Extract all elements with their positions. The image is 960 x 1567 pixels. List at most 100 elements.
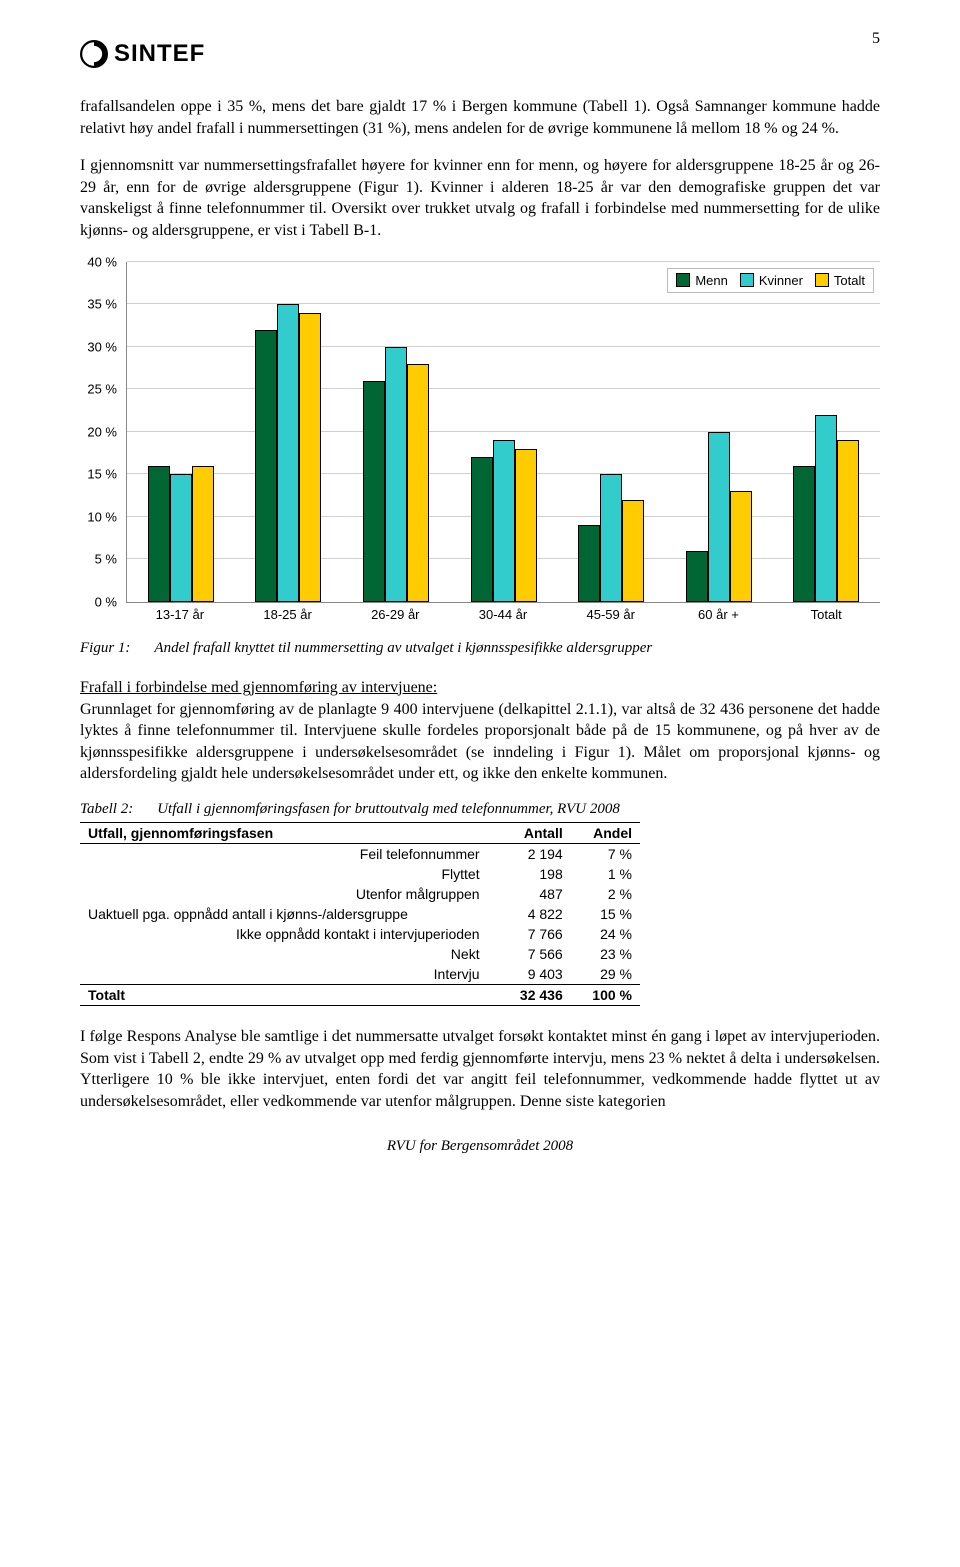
legend-swatch [815, 273, 829, 287]
y-tick-label: 10 % [87, 509, 117, 524]
bar [407, 364, 429, 602]
table-cell-andel: 24 % [571, 924, 640, 944]
bar [815, 415, 837, 602]
bar [170, 474, 192, 602]
x-tick-label: 26-29 år [341, 607, 449, 622]
chart-x-axis-labels: 13-17 år18-25 år26-29 år30-44 år45-59 år… [126, 607, 880, 622]
table-cell-label: Flyttet [80, 864, 498, 884]
bar-group [665, 262, 773, 602]
y-tick-label: 35 % [87, 297, 117, 312]
paragraph-1: frafallsandelen oppe i 35 %, mens det ba… [80, 96, 880, 139]
paragraph-3: Grunnlaget for gjennomføring av de planl… [80, 699, 880, 785]
bar [277, 304, 299, 602]
table-cell-label: Feil telefonnummer [80, 843, 498, 864]
y-tick-label: 30 % [87, 339, 117, 354]
table-cell-antall: 487 [498, 884, 571, 904]
table-col-antall: Antall [498, 822, 571, 843]
table-cell-antall: 2 194 [498, 843, 571, 864]
page-number: 5 [872, 30, 880, 48]
table-cell-andel: 29 % [571, 964, 640, 985]
bar [600, 474, 622, 602]
x-tick-label: 13-17 år [126, 607, 234, 622]
bar-group [342, 262, 450, 602]
table-cell-antall: 4 822 [498, 904, 571, 924]
chart-plot-area: MennKvinnerTotalt 0 %5 %10 %15 %20 %25 %… [126, 262, 880, 603]
page: 5 SINTEF frafallsandelen oppe i 35 %, me… [0, 0, 960, 1195]
table-cell-label: Uaktuell pga. oppnådd antall i kjønns-/a… [80, 904, 498, 924]
bar [255, 330, 277, 602]
figure-1-caption: Figur 1: Andel frafall knyttet til numme… [80, 640, 880, 657]
table-cell-andel: 2 % [571, 884, 640, 904]
legend-item: Totalt [815, 273, 865, 288]
bar [192, 466, 214, 602]
logo: SINTEF [80, 40, 880, 68]
logo-text: SINTEF [114, 40, 205, 68]
table-row: Flyttet1981 % [80, 864, 640, 884]
section-heading: Frafall i forbindelse med gjennomføring … [80, 679, 880, 697]
table-cell-label: Nekt [80, 944, 498, 964]
sintef-logo-icon [80, 40, 108, 68]
table-cell-andel: 15 % [571, 904, 640, 924]
table-cell-antall: 32 436 [498, 984, 571, 1005]
figure-caption-text: Andel frafall knyttet til nummersetting … [154, 640, 652, 657]
table-row: Nekt7 56623 % [80, 944, 640, 964]
bar [708, 432, 730, 602]
legend-item: Menn [676, 273, 728, 288]
table-cell-andel: 7 % [571, 843, 640, 864]
bar [686, 551, 708, 602]
legend-label: Totalt [834, 273, 865, 288]
x-tick-label: 60 år + [665, 607, 773, 622]
figure-1-chart: MennKvinnerTotalt 0 %5 %10 %15 %20 %25 %… [80, 262, 880, 622]
table-2-caption: Tabell 2: Utfall i gjennomføringsfasen f… [80, 801, 880, 818]
table-cell-andel: 100 % [571, 984, 640, 1005]
y-tick-label: 5 % [95, 552, 117, 567]
y-tick-label: 40 % [87, 254, 117, 269]
table-row: Ikke oppnådd kontakt i intervjuperioden7… [80, 924, 640, 944]
table-2: Utfall, gjennomføringsfasen Antall Andel… [80, 822, 640, 1006]
table-header-row: Utfall, gjennomføringsfasen Antall Andel [80, 822, 640, 843]
bar [578, 525, 600, 602]
table-cell-label: Ikke oppnådd kontakt i intervjuperioden [80, 924, 498, 944]
chart-bars [127, 262, 880, 602]
figure-label: Figur 1: [80, 640, 130, 657]
legend-swatch [740, 273, 754, 287]
table-cell-label: Utenfor målgruppen [80, 884, 498, 904]
table-caption-text: Utfall i gjennomføringsfasen for bruttou… [157, 801, 620, 818]
table-cell-antall: 198 [498, 864, 571, 884]
table-cell-antall: 7 766 [498, 924, 571, 944]
bar-group [557, 262, 665, 602]
table-row: Intervju9 40329 % [80, 964, 640, 985]
bar [148, 466, 170, 602]
bar [471, 457, 493, 602]
table-cell-andel: 23 % [571, 944, 640, 964]
y-tick-label: 25 % [87, 382, 117, 397]
page-footer: RVU for Bergensområdet 2008 [80, 1138, 880, 1155]
bar-group [127, 262, 235, 602]
table-cell-label: Intervju [80, 964, 498, 985]
bar [363, 381, 385, 602]
table-cell-andel: 1 % [571, 864, 640, 884]
table-cell-antall: 9 403 [498, 964, 571, 985]
table-label: Tabell 2: [80, 801, 133, 818]
legend-label: Menn [695, 273, 728, 288]
legend-swatch [676, 273, 690, 287]
bar [515, 449, 537, 602]
table-col-utfall: Utfall, gjennomføringsfasen [80, 822, 498, 843]
legend-item: Kvinner [740, 273, 803, 288]
table-row: Feil telefonnummer2 1947 % [80, 843, 640, 864]
y-tick-label: 20 % [87, 424, 117, 439]
bar [730, 491, 752, 602]
table-row: Uaktuell pga. oppnådd antall i kjønns-/a… [80, 904, 640, 924]
chart-y-axis-labels: 0 %5 %10 %15 %20 %25 %30 %35 %40 % [81, 262, 121, 602]
table-col-andel: Andel [571, 822, 640, 843]
bar [385, 347, 407, 602]
bar [299, 313, 321, 602]
bar-group [772, 262, 880, 602]
bar [837, 440, 859, 602]
chart-legend: Menn Kvinner Totalt [667, 268, 874, 293]
x-tick-label: Totalt [772, 607, 880, 622]
bar-group [450, 262, 558, 602]
x-tick-label: 18-25 år [234, 607, 342, 622]
paragraph-2: I gjennomsnitt var nummersettingsfrafall… [80, 155, 880, 241]
legend-label: Kvinner [759, 273, 803, 288]
